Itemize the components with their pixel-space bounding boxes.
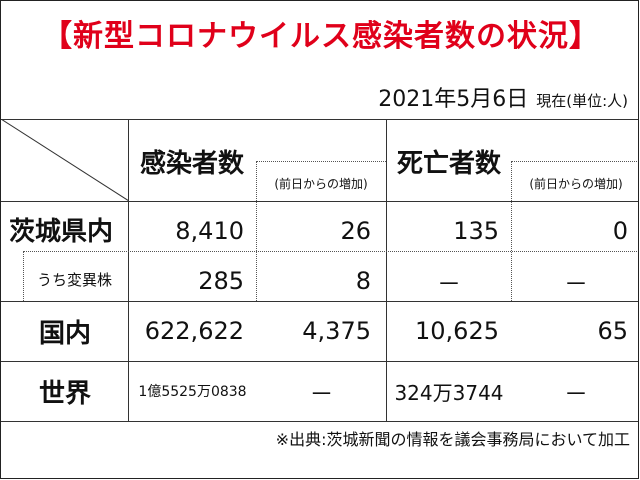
table-bottom-border xyxy=(1,421,638,422)
japan-infected-change: 4,375 xyxy=(302,317,371,345)
row-label-world: 世界 xyxy=(39,378,92,409)
japan-bottom-border xyxy=(1,361,638,362)
ibaraki-bottom-border xyxy=(1,301,638,302)
dotted-top-infected-change xyxy=(256,161,386,162)
ibaraki-deaths: 135 xyxy=(453,217,499,245)
col-divider-2 xyxy=(386,119,387,421)
world-deaths-change: － xyxy=(564,379,588,408)
as-of-unit-note: 現在(単位:人) xyxy=(536,92,628,110)
dotted-variant-separator xyxy=(23,251,638,252)
source-note: ※出典:茨城新聞の情報を議会事務局において加工 xyxy=(275,430,630,449)
japan-deaths: 10,625 xyxy=(415,317,499,345)
ibaraki-infected-change: 26 xyxy=(340,217,371,245)
dotted-divider-deaths xyxy=(511,161,512,301)
page-title: 【新型コロナウイルス感染者数の状況】 xyxy=(42,19,600,54)
ibaraki-infected: 8,410 xyxy=(175,217,244,245)
header-bottom-border xyxy=(1,201,638,202)
row-label-variant: うち変異株 xyxy=(37,270,113,289)
dotted-top-deaths-change xyxy=(511,161,638,162)
dotted-divider-infected xyxy=(256,161,257,301)
japan-deaths-change: 65 xyxy=(597,317,628,345)
report-date: 2021年5月6日 xyxy=(378,87,529,112)
ibaraki-deaths-change: 0 xyxy=(612,217,628,245)
header-deaths: 死亡者数 xyxy=(396,148,501,179)
japan-infected: 622,622 xyxy=(144,317,244,345)
variant-deaths: － xyxy=(437,269,461,298)
variant-deaths-change: － xyxy=(564,269,588,298)
row-label-ibaraki: 茨城県内 xyxy=(9,216,114,247)
table-top-border xyxy=(1,119,638,120)
variant-infected-change: 8 xyxy=(355,267,371,295)
header-infected-change: (前日からの増加) xyxy=(274,176,368,191)
header-deaths-change: (前日からの増加) xyxy=(529,176,623,191)
dotted-variant-indent xyxy=(23,251,24,301)
row-label-japan: 国内 xyxy=(39,318,92,349)
date-row: 2021年5月6日 現在(単位:人) xyxy=(378,81,628,113)
header-infected: 感染者数 xyxy=(139,148,244,179)
world-infected: 1億5525万0838 xyxy=(138,384,247,400)
world-deaths: 324万3744 xyxy=(394,380,504,405)
variant-infected: 285 xyxy=(198,267,244,295)
world-infected-change: － xyxy=(309,379,334,408)
corner-diagonal xyxy=(1,119,129,201)
col-divider-1 xyxy=(128,119,129,421)
